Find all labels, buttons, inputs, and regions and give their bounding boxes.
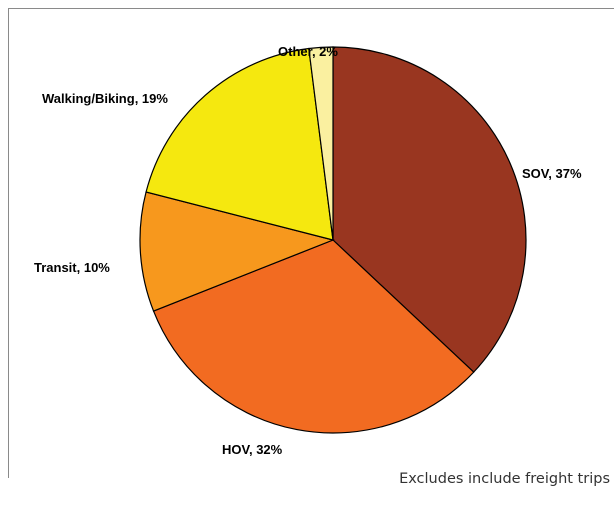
pie-slice-transit: [139, 191, 335, 312]
data-label-walking-biking: Walking/Biking, 19%: [42, 91, 168, 106]
data-label-hov: HOV, 32%: [222, 442, 283, 457]
pie-slice-other: [308, 46, 334, 241]
data-label-other: Other, 2%: [278, 44, 338, 59]
data-label-transit: Transit, 10%: [34, 260, 110, 275]
pie-slice-sov: [332, 46, 527, 373]
pie-slice-walking-biking: [145, 47, 334, 241]
data-label-sov: SOV, 37%: [522, 166, 582, 181]
pie-slice-hov: [152, 239, 475, 434]
chart-footnote: Excludes include freight trips: [399, 471, 610, 487]
chart-frame: [8, 8, 614, 478]
